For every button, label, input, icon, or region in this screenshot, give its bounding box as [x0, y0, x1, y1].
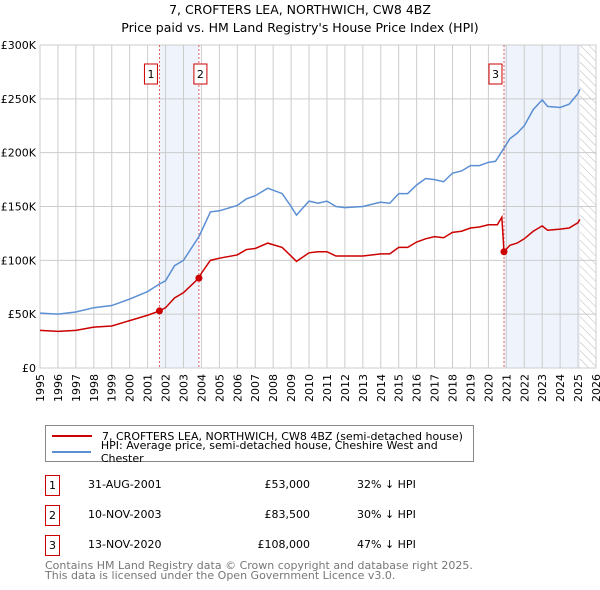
x-tick-label: 2025: [572, 374, 585, 402]
legend-swatch-blue: [52, 451, 91, 453]
transaction-date: 31-AUG-2001: [88, 478, 162, 491]
plot-frame: [39, 44, 597, 369]
y-tick-label: £300K: [1, 39, 37, 52]
hpi-line: [39, 88, 581, 315]
footer-line-2: This data is licensed under the Open Gov…: [45, 569, 396, 582]
sale-point: [155, 307, 163, 315]
transaction-hpi-diff: 47% ↓ HPI: [357, 538, 416, 551]
x-tick-label: 2024: [554, 374, 567, 402]
chart-subtitle: Price paid vs. HM Land Registry's House …: [121, 20, 479, 35]
transaction-price: £83,500: [264, 508, 311, 521]
x-tick-label: 2006: [231, 374, 244, 402]
x-tick-label: 2016: [411, 374, 424, 402]
x-tick-label: 2020: [482, 374, 495, 402]
x-tick-label: 2007: [249, 374, 262, 402]
sale-label: 3: [492, 68, 499, 81]
y-tick-label: £250K: [1, 93, 37, 106]
y-tick-label: £50K: [8, 308, 37, 321]
x-tick-label: 2012: [339, 374, 352, 402]
x-tick-label: 2002: [160, 374, 173, 402]
transaction-price: £108,000: [257, 538, 311, 551]
legend: 7, CROFTERS LEA, NORTHWICH, CW8 4BZ (sem…: [45, 425, 474, 465]
sale-label-box: [143, 63, 158, 85]
price-chart: 1995 1996 1997 1998 1999 2000 2001 2002 2003 2004…: [1, 39, 600, 402]
x-tick-label: 2019: [464, 374, 477, 402]
x-tick-label: 2015: [393, 374, 406, 402]
x-tick-label: 2013: [357, 374, 370, 402]
x-tick-label: 1996: [52, 374, 65, 402]
x-tick-label: 2011: [321, 374, 334, 402]
transaction-date: 10-NOV-2003: [88, 508, 162, 521]
transaction-hpi-diff: 32% ↓ HPI: [357, 478, 416, 491]
legend-label: HPI: Average price, semi-detached house,…: [100, 439, 438, 465]
y-tick-label: £150K: [1, 201, 37, 214]
x-tick-label: 2000: [124, 374, 137, 402]
x-tick-label: 1995: [34, 374, 47, 402]
sale-point: [195, 274, 203, 282]
chart-title: 7, CROFTERS LEA, NORTHWICH, CW8 4BZ: [169, 2, 431, 17]
y-tick-label: £200K: [1, 147, 37, 160]
x-tick-label: 2004: [195, 374, 208, 402]
x-tick-label: 2017: [429, 374, 442, 402]
legend-item-property: 7, CROFTERS LEA, NORTHWICH, CW8 4BZ (sem…: [52, 429, 463, 443]
x-tick-label: 2023: [536, 374, 549, 402]
transaction-number: 3: [45, 535, 60, 556]
x-tick-label: 2026: [590, 374, 600, 402]
sale-label-box: [488, 63, 503, 85]
x-tick-label: 2010: [303, 374, 316, 402]
y-tick-label: £0: [22, 362, 36, 375]
x-tick-label: 2014: [375, 374, 388, 402]
x-tick-label: 2022: [518, 374, 531, 402]
transaction-date: 13-NOV-2020: [88, 538, 162, 551]
transaction-number: 2: [45, 505, 60, 526]
x-tick-label: 2003: [177, 374, 190, 402]
transaction-hpi-diff: 30% ↓ HPI: [357, 508, 416, 521]
footer-line-1: Contains HM Land Registry data © Crown c…: [45, 559, 473, 572]
x-tick-label: 1999: [106, 374, 119, 402]
x-tick-label: 2018: [447, 374, 460, 402]
legend-swatch-red: [52, 435, 92, 437]
sale-label: 1: [147, 68, 154, 81]
x-tick-label: 2021: [500, 374, 513, 402]
transaction-price: £53,000: [264, 478, 311, 491]
legend-label: 7, CROFTERS LEA, NORTHWICH, CW8 4BZ (sem…: [102, 429, 463, 443]
x-tick-label: 1998: [88, 374, 101, 402]
sale-point: [500, 248, 508, 256]
x-tick-label: 2009: [285, 374, 298, 402]
transaction-number: 1: [45, 475, 60, 496]
legend-item-hpi: HPI: Average price, semi-detached house,…: [52, 439, 473, 465]
price-paid-line: [39, 214, 581, 333]
x-tick-label: 1997: [70, 374, 83, 402]
x-tick-label: 2001: [142, 374, 155, 402]
y-tick-label: £100K: [1, 254, 37, 267]
sale-label-box: [193, 63, 208, 85]
x-tick-label: 2005: [213, 374, 226, 402]
sale-label: 2: [197, 68, 204, 81]
x-tick-label: 2008: [267, 374, 280, 402]
